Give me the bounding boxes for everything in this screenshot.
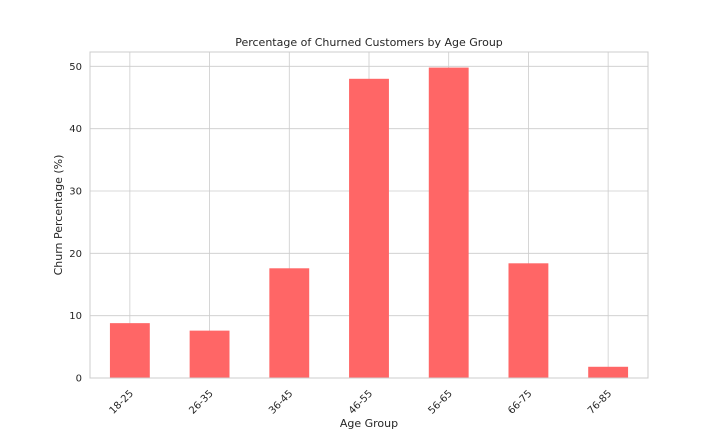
x-axis-label: Age Group: [340, 417, 398, 430]
bar-66-75: [508, 263, 549, 378]
x-tick-label: 26-35: [187, 388, 215, 416]
x-tick-label: 66-75: [506, 388, 534, 416]
bar-76-85: [588, 366, 629, 378]
y-tick-label: 10: [69, 311, 82, 322]
chart-title: Percentage of Churned Customers by Age G…: [235, 36, 503, 49]
y-tick-label: 40: [69, 124, 82, 135]
plot-frame: [89, 51, 649, 379]
bar-46-55: [349, 78, 389, 378]
y-axis-label: Churn Percentage (%): [52, 155, 65, 276]
y-tick-labels: 0 10 20 30 40 50: [69, 62, 82, 385]
bar-56-65: [428, 67, 469, 378]
x-tick-labels: 18-25 26-35 36-45 46-55 56-65 66-75 76-85: [108, 388, 615, 416]
x-tick-label: 46-55: [347, 388, 375, 416]
bar-26-35: [189, 330, 230, 378]
bars: [109, 67, 629, 378]
x-tick-label: 56-65: [427, 388, 455, 416]
bar-18-25: [109, 323, 150, 378]
x-tick-label: 36-45: [267, 388, 295, 416]
y-tick-label: 30: [69, 187, 82, 198]
bar-36-45: [269, 268, 310, 378]
y-tick-label: 20: [69, 249, 82, 260]
y-tick-label: 50: [69, 62, 82, 73]
y-tick-label: 0: [76, 374, 82, 385]
x-tick-label: 18-25: [108, 388, 136, 416]
x-tick-label: 76-85: [586, 388, 614, 416]
